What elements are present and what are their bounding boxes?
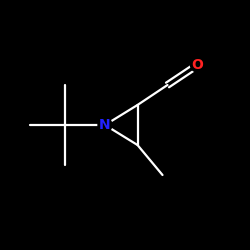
Text: O: O xyxy=(192,58,203,72)
Text: N: N xyxy=(99,118,111,132)
Circle shape xyxy=(190,58,204,72)
Circle shape xyxy=(98,118,112,132)
